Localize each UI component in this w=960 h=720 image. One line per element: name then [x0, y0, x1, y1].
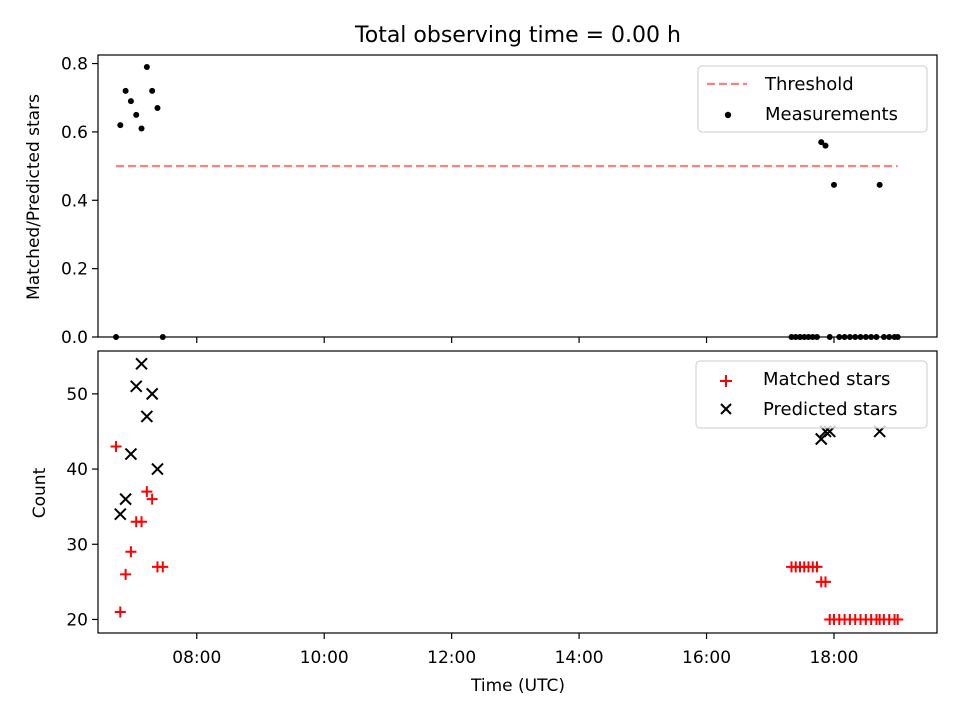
matched-stars-point-6 [141, 486, 153, 498]
predicted-stars-legend-label: Predicted stars [763, 399, 897, 420]
predicted-stars-point-4 [135, 357, 148, 370]
measurements-point-29 [876, 181, 883, 188]
measurements-point-6 [143, 63, 150, 70]
x-tick-label-1-5: 18:00 [809, 648, 858, 668]
measurements-point-3 [127, 98, 134, 105]
measurements-legend-label: Measurements [765, 104, 898, 125]
matched-stars-legend-swatch [720, 375, 732, 387]
matched-stars-point-1 [114, 606, 126, 618]
y-tick-label-1-3: 50 [66, 385, 88, 405]
x-tick-label-1-4: 16:00 [682, 648, 731, 668]
y-tick-label-0-2: 0.4 [61, 191, 88, 211]
matched-stars-point-3 [125, 546, 137, 558]
predicted-stars-point-3 [130, 380, 143, 393]
y-tick-label-1-1: 30 [66, 535, 88, 555]
y-tick-label-1-2: 40 [66, 460, 88, 480]
matched-stars-point-2 [120, 568, 132, 580]
predicted-stars-legend-swatch [720, 403, 732, 415]
x-tick-label-1-0: 08:00 [172, 648, 221, 668]
matched-stars-point-18 [819, 576, 831, 588]
axes-frame-0 [97, 54, 938, 338]
matched-stars-point-7 [146, 493, 158, 505]
predicted-stars-point-7 [151, 462, 164, 476]
matched-stars-legend-label: Matched stars [763, 369, 890, 390]
matched-stars-point-33 [892, 613, 904, 625]
figure-title: Total observing time = 0.00 h [354, 23, 681, 48]
threshold-legend-label: Threshold [764, 74, 854, 95]
x-tick-label-1-1: 10:00 [300, 648, 349, 668]
top-chart: 0.0 0.2 0.4 0.6 0.8 [61, 54, 938, 348]
top-legend: Threshold Measurements [697, 65, 928, 133]
x-axis-label: Time (UTC) [470, 676, 565, 696]
measurements-point-17 [818, 139, 825, 146]
measurements-point-8 [154, 104, 161, 111]
measurements-point-4 [133, 111, 140, 118]
y-tick-label-0-3: 0.6 [61, 123, 88, 143]
predicted-stars-point-0 [114, 507, 127, 521]
measurements-legend-swatch [724, 111, 732, 119]
x-tick-label-1-3: 14:00 [555, 648, 604, 668]
measurements-point-20 [830, 181, 837, 188]
y-tick-label-1-0: 20 [66, 610, 88, 630]
top-y-axis-label: Matched/Predicted stars [24, 94, 44, 300]
matched-stars-point-0 [110, 441, 122, 453]
measurements-point-5 [138, 125, 145, 132]
predicted-stars-point-1 [119, 492, 132, 506]
y-tick-label-0-1: 0.2 [61, 260, 88, 280]
top-legend-box [697, 65, 928, 133]
y-tick-label-0-0: 0.0 [61, 328, 88, 348]
measurements-point-18 [822, 142, 829, 149]
predicted-stars-point-5 [140, 410, 154, 423]
bottom-y-axis-label: Count [30, 467, 50, 518]
x-tick-label-1-2: 12:00 [427, 648, 476, 668]
matched-stars-point-16 [811, 561, 823, 573]
measurements-point-1 [117, 122, 124, 129]
measurements-point-7 [149, 87, 156, 94]
y-tick-label-0-4: 0.8 [61, 55, 88, 75]
bottom-chart: 20 30 40 50 08:00 10:00 12:00 14:00 16:00 18:00 [66, 350, 938, 668]
bottom-legend-box [695, 360, 928, 429]
predicted-stars-point-2 [124, 447, 138, 461]
matched-stars-point-5 [136, 516, 148, 528]
axes-frame-1 [97, 350, 938, 634]
predicted-stars-point-6 [145, 387, 159, 401]
bottom-legend: Matched stars Predicted stars [695, 360, 928, 429]
measurements-point-2 [122, 87, 129, 94]
matched-stars-point-9 [157, 561, 169, 573]
